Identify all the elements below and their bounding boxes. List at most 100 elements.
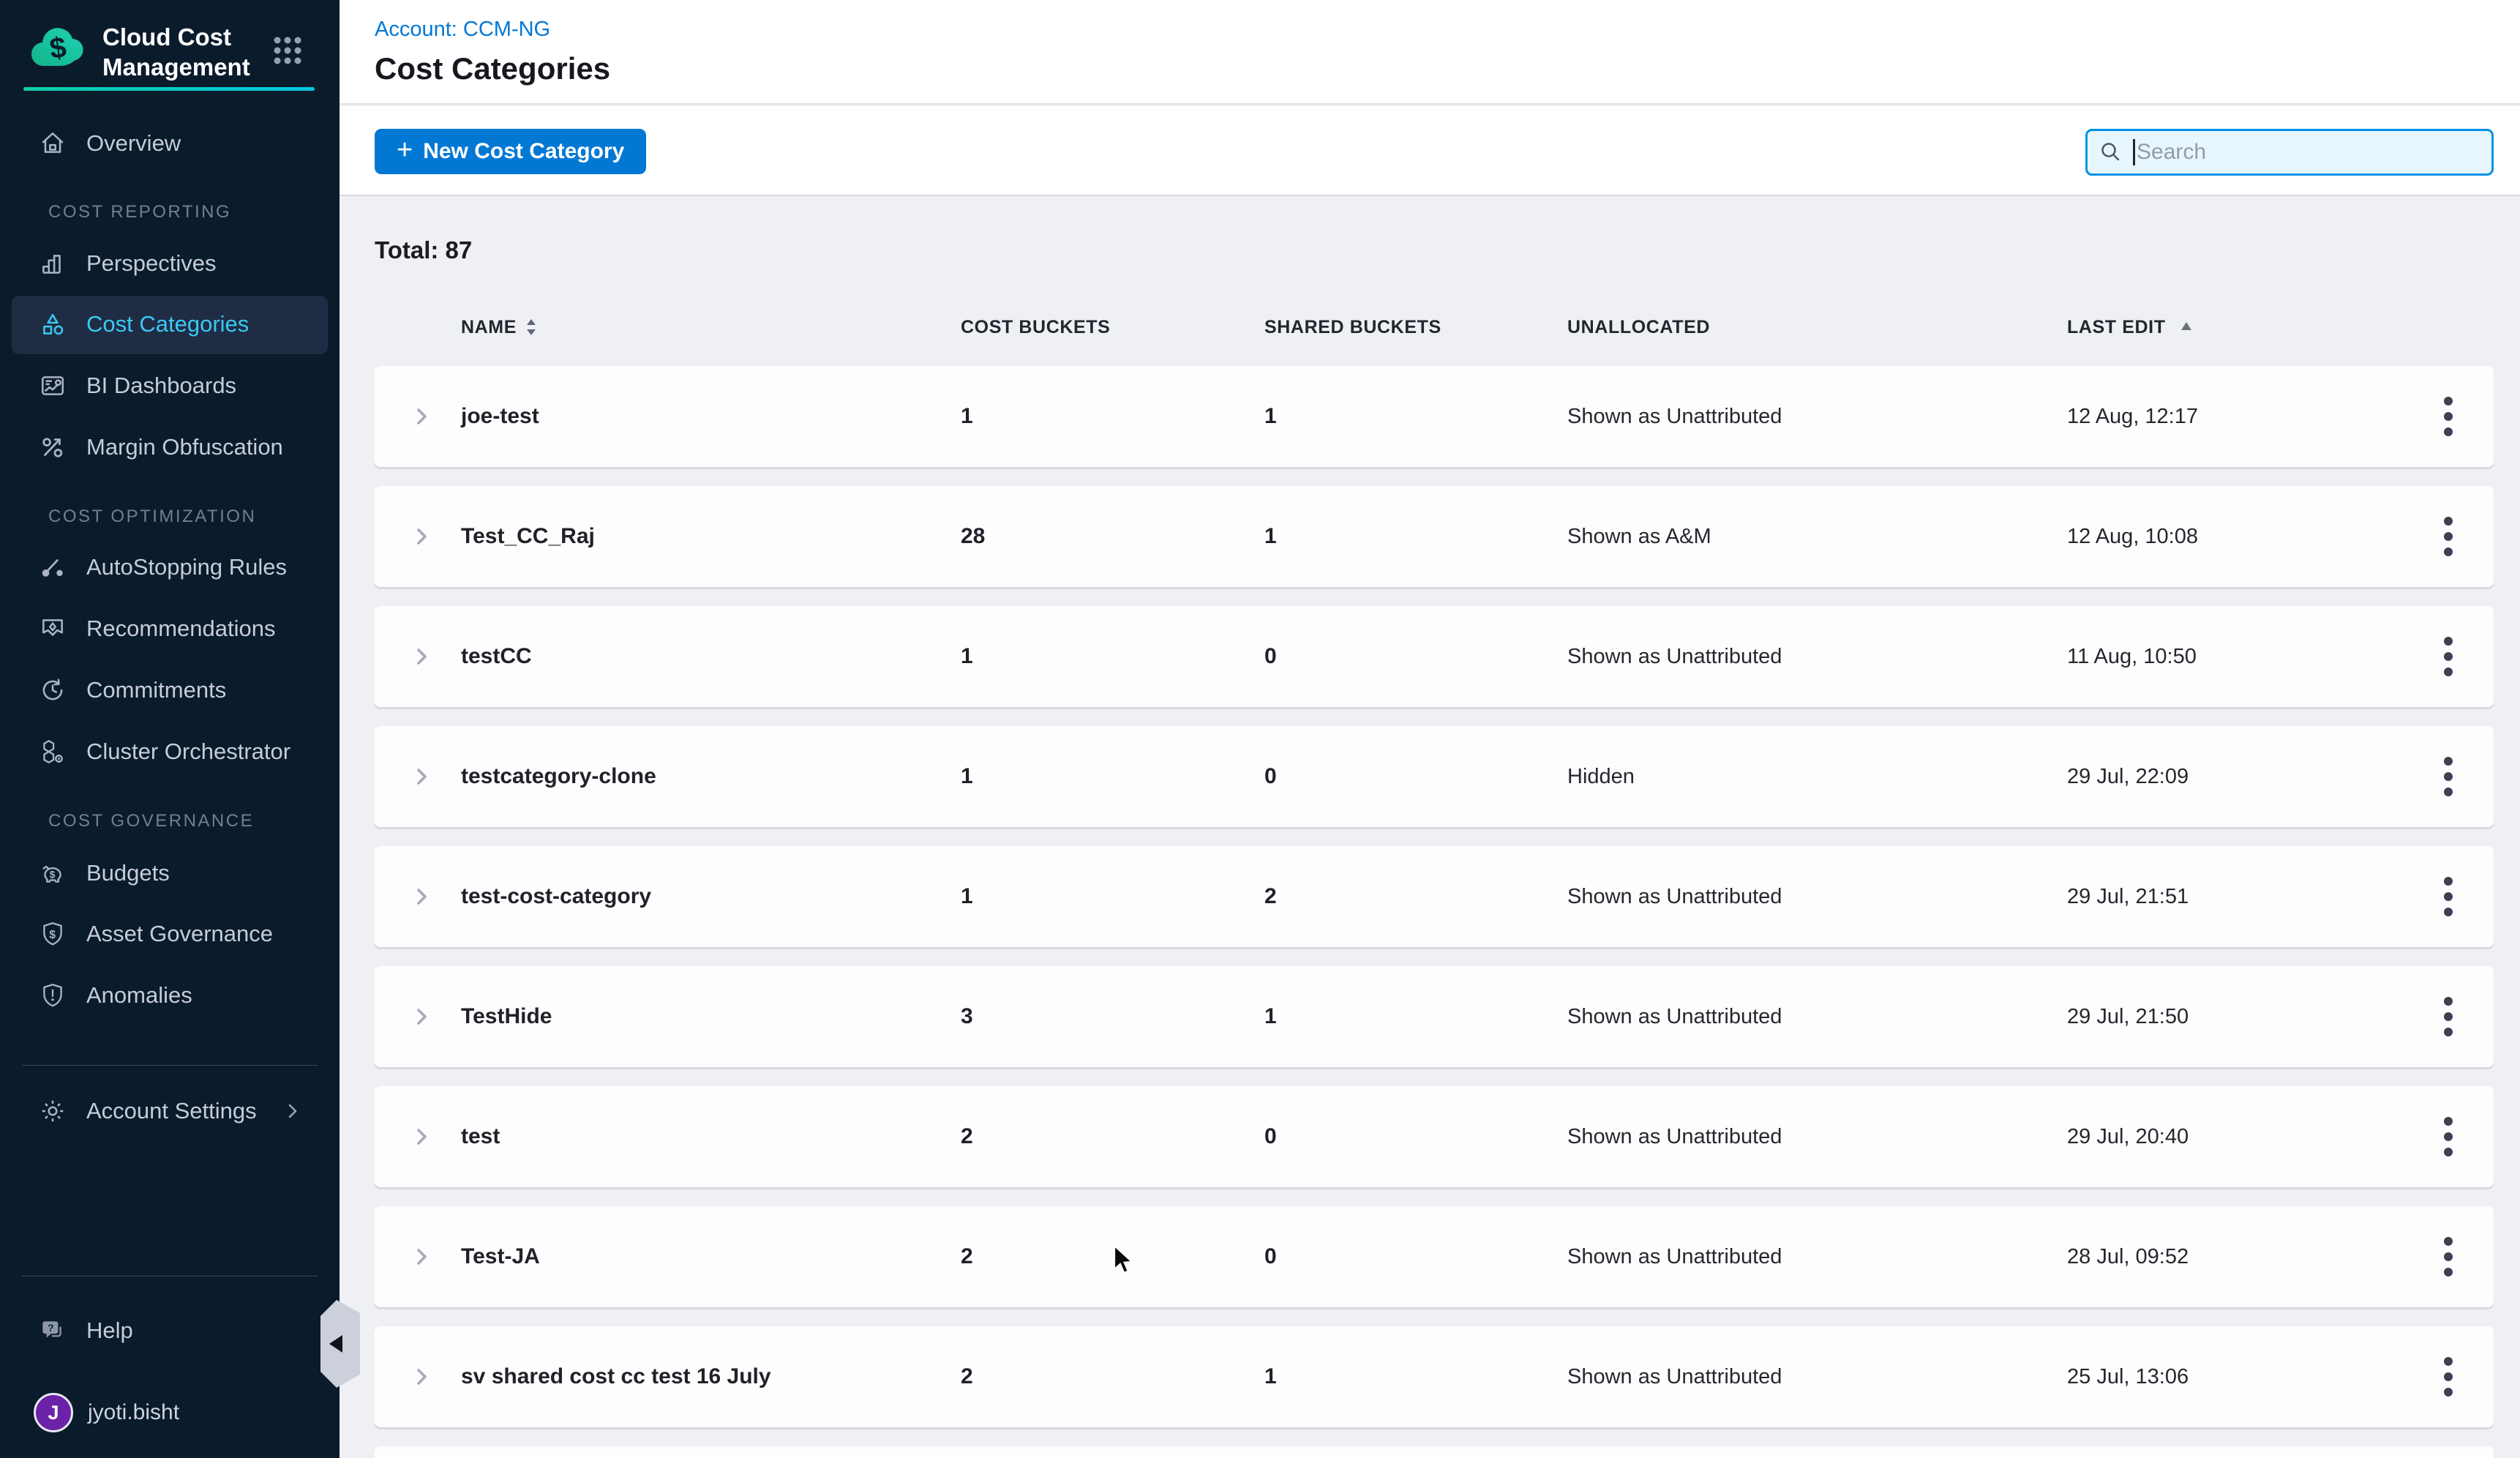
cost-buckets-value: 1 — [961, 764, 973, 788]
total-count: Total: 87 — [375, 236, 473, 263]
cost-category-name: test-cost-category — [461, 884, 652, 908]
sidebar-item-budgets[interactable]: $ Budgets — [0, 848, 340, 898]
sidebar-item-bi-dashboards[interactable]: BI Dashboards — [0, 361, 340, 411]
shared-buckets-value: 1 — [1264, 1004, 1277, 1028]
search-input[interactable] — [2137, 140, 2481, 165]
row-menu-kebab-icon[interactable] — [2437, 749, 2460, 804]
new-cost-category-button[interactable]: + New Cost Category — [375, 129, 647, 174]
cost-buckets-value: 1 — [961, 404, 973, 428]
sidebar-item-cluster-orchestrator[interactable]: Cluster Orchestrator — [0, 727, 340, 777]
sidebar-collapse-handle[interactable] — [318, 1300, 360, 1388]
table-row[interactable]: Test-JA 2 0 Shown as Unattributed 28 Jul… — [375, 1206, 2494, 1307]
row-menu-kebab-icon[interactable] — [2437, 1230, 2460, 1284]
row-menu-kebab-icon[interactable] — [2437, 629, 2460, 684]
sidebar-item-label: AutoStopping Rules — [86, 554, 288, 580]
last-edit-value: 25 Jul, 13:06 — [2067, 1364, 2189, 1388]
table-row[interactable]: joe-test 1 1 Shown as Unattributed 12 Au… — [375, 366, 2494, 467]
expand-chevron-icon[interactable] — [375, 405, 461, 428]
cost-categories-list: Total: 87 NAME COST BUCKETS SHARED BUCKE… — [340, 198, 2520, 1458]
autostopping-icon — [38, 553, 67, 582]
expand-chevron-icon[interactable] — [375, 1365, 461, 1388]
sidebar: $ Cloud Cost Management Overview COST RE… — [0, 0, 340, 1458]
sidebar-item-label: Recommendations — [86, 616, 276, 641]
avatar: J — [34, 1393, 73, 1432]
sidebar-item-label: Commitments — [86, 677, 227, 703]
cost-category-name: sv shared cost cc test 16 July — [461, 1364, 771, 1388]
expand-chevron-icon[interactable] — [375, 765, 461, 788]
column-header-unallocated[interactable]: UNALLOCATED — [1567, 316, 1711, 337]
row-menu-kebab-icon[interactable] — [2437, 1350, 2460, 1404]
table-row[interactable]: test 2 0 Shown as Unattributed 29 Jul, 2… — [375, 1086, 2494, 1187]
table-row[interactable]: Test_CC_Raj 28 1 Shown as A&M 12 Aug, 10… — [375, 486, 2494, 587]
last-edit-value: 12 Aug, 12:17 — [2067, 404, 2198, 428]
cost-buckets-value: 2 — [961, 1244, 973, 1268]
column-header-cost-buckets[interactable]: COST BUCKETS — [961, 316, 1111, 337]
table-row[interactable]: testcategory-clone 1 0 Hidden 29 Jul, 22… — [375, 726, 2494, 827]
search-box — [2085, 129, 2494, 176]
section-cost-reporting: COST REPORTING — [48, 202, 232, 222]
table-row[interactable]: TestHide 3 1 Shown as Unattributed 29 Ju… — [375, 966, 2494, 1067]
expand-chevron-icon[interactable] — [375, 1125, 461, 1148]
last-edit-value: 29 Jul, 21:50 — [2067, 1004, 2189, 1028]
expand-chevron-icon[interactable] — [375, 1245, 461, 1268]
expand-chevron-icon[interactable] — [375, 525, 461, 548]
sidebar-item-label: Budgets — [86, 860, 170, 886]
row-menu-kebab-icon[interactable] — [2437, 870, 2460, 924]
sidebar-item-label: Help — [86, 1317, 133, 1343]
svg-text:$: $ — [49, 929, 56, 941]
shared-buckets-value: 1 — [1264, 1364, 1277, 1388]
column-header-name[interactable]: NAME — [461, 316, 961, 338]
unallocated-value: Hidden — [1567, 764, 1635, 788]
sidebar-item-label: Cost Categories — [86, 311, 250, 337]
column-header-last-edit[interactable]: LAST EDIT — [2067, 317, 2402, 338]
cost-category-name: testcategory-clone — [461, 764, 656, 788]
table-row[interactable]: testCC 1 0 Shown as Unattributed 11 Aug,… — [375, 606, 2494, 707]
page-title: Cost Categories — [375, 51, 611, 86]
recommendations-icon — [38, 614, 67, 643]
sidebar-item-overview[interactable]: Overview — [0, 119, 340, 168]
table-body: joe-test 1 1 Shown as Unattributed 12 Au… — [375, 366, 2494, 1458]
row-menu-kebab-icon[interactable] — [2437, 990, 2460, 1044]
row-menu-kebab-icon[interactable] — [2437, 509, 2460, 564]
row-menu-kebab-icon[interactable] — [2437, 389, 2460, 444]
sidebar-item-cost-categories[interactable]: Cost Categories — [0, 299, 340, 349]
cost-buckets-value: 3 — [961, 1004, 973, 1028]
sidebar-item-autostopping-rules[interactable]: AutoStopping Rules — [0, 542, 340, 592]
sidebar-item-label: Cluster Orchestrator — [86, 739, 291, 764]
cost-categories-icon — [38, 310, 67, 339]
column-header-shared-buckets[interactable]: SHARED BUCKETS — [1264, 316, 1441, 337]
active-nav-highlight — [12, 296, 328, 354]
sort-asc-icon — [2180, 322, 2191, 330]
table-row[interactable]: test-cost-category 1 2 Shown as Unattrib… — [375, 846, 2494, 947]
svg-text:?: ? — [48, 1323, 53, 1334]
expand-chevron-icon[interactable] — [375, 885, 461, 908]
table-header: NAME COST BUCKETS SHARED BUCKETS UNALLOC… — [375, 309, 2494, 345]
app-title: Cloud Cost Management — [102, 23, 250, 81]
sidebar-item-account-settings[interactable]: Account Settings — [0, 1086, 340, 1136]
row-menu-kebab-icon[interactable] — [2437, 1110, 2460, 1164]
text-caret — [2133, 139, 2135, 165]
user-menu[interactable]: J jyoti.bisht — [0, 1388, 340, 1438]
main-area: Account: CCM-NG Cost Categories + New Co… — [340, 0, 2520, 1458]
sidebar-item-commitments[interactable]: Commitments — [0, 665, 340, 715]
svg-text:$: $ — [50, 869, 56, 880]
sidebar-item-help[interactable]: ? Help — [0, 1306, 340, 1356]
table-row[interactable]: sv shared cost cc test 16 July 2 1 Shown… — [375, 1326, 2494, 1427]
expand-chevron-icon[interactable] — [375, 645, 461, 668]
cost-buckets-value: 28 — [961, 524, 986, 548]
sidebar-item-asset-governance[interactable]: $ Asset Governance — [0, 909, 340, 959]
app-grid-icon[interactable] — [272, 35, 303, 66]
sidebar-item-recommendations[interactable]: Recommendations — [0, 604, 340, 654]
percent-icon — [38, 433, 67, 462]
cost-category-name: Test-JA — [461, 1244, 540, 1268]
help-chat-icon: ? — [38, 1316, 67, 1345]
clock-cycle-icon — [38, 676, 67, 705]
sidebar-item-margin-obfuscation[interactable]: Margin Obfuscation — [0, 422, 340, 472]
expand-chevron-icon[interactable] — [375, 1005, 461, 1028]
sidebar-item-anomalies[interactable]: Anomalies — [0, 971, 340, 1020]
search-icon — [2101, 143, 2120, 161]
shared-buckets-value: 0 — [1264, 644, 1277, 668]
breadcrumb-account-link[interactable]: Account: CCM-NG — [375, 18, 551, 41]
sidebar-item-perspectives[interactable]: Perspectives — [0, 239, 340, 288]
table-row-partial[interactable] — [375, 1446, 2494, 1458]
